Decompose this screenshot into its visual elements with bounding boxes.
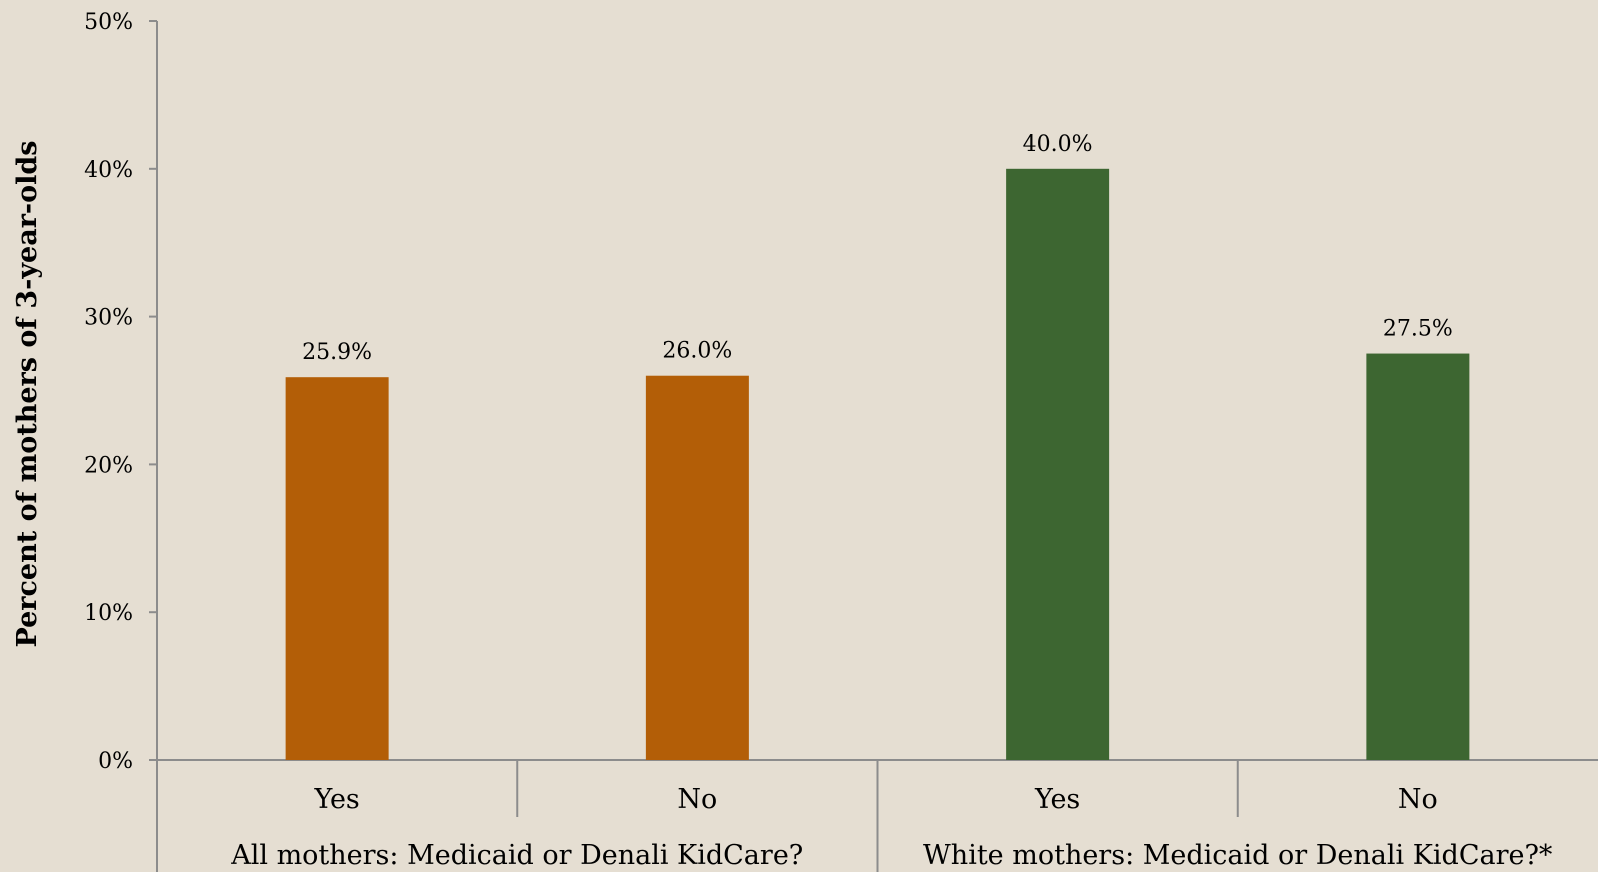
x-group-label: All mothers: Medicaid or Denali KidCare? — [230, 840, 803, 871]
bar — [1006, 168, 1110, 761]
x-group-label: White mothers: Medicaid or Denali KidCar… — [923, 840, 1553, 871]
data-label: 27.5% — [1383, 317, 1453, 342]
y-axis-label: Percent of mothers of 3-year-olds — [12, 141, 43, 648]
bar — [285, 377, 389, 760]
y-tick-label: 0% — [98, 749, 133, 774]
y-tick-label: 50% — [84, 10, 133, 35]
x-category-label: Yes — [313, 784, 359, 815]
data-label: 40.0% — [1023, 132, 1093, 157]
labels: 0% 10% 20% 30% 40% 50% 25.9% Yes 26.0% No 40.0% Yes… — [84, 10, 1553, 871]
x-category-label: No — [677, 784, 717, 815]
y-tick-label: 30% — [84, 306, 133, 331]
data-label: 26.0% — [662, 339, 732, 364]
bar — [1366, 353, 1470, 760]
bars — [285, 168, 1470, 761]
bar — [645, 375, 749, 760]
x-category-label: No — [1398, 784, 1438, 815]
axes — [149, 20, 1598, 872]
y-tick-label: 20% — [84, 453, 133, 478]
y-tick-label: 10% — [84, 601, 133, 626]
y-tick-label: 40% — [84, 158, 133, 183]
x-category-label: Yes — [1034, 784, 1080, 815]
data-label: 25.9% — [302, 340, 372, 365]
